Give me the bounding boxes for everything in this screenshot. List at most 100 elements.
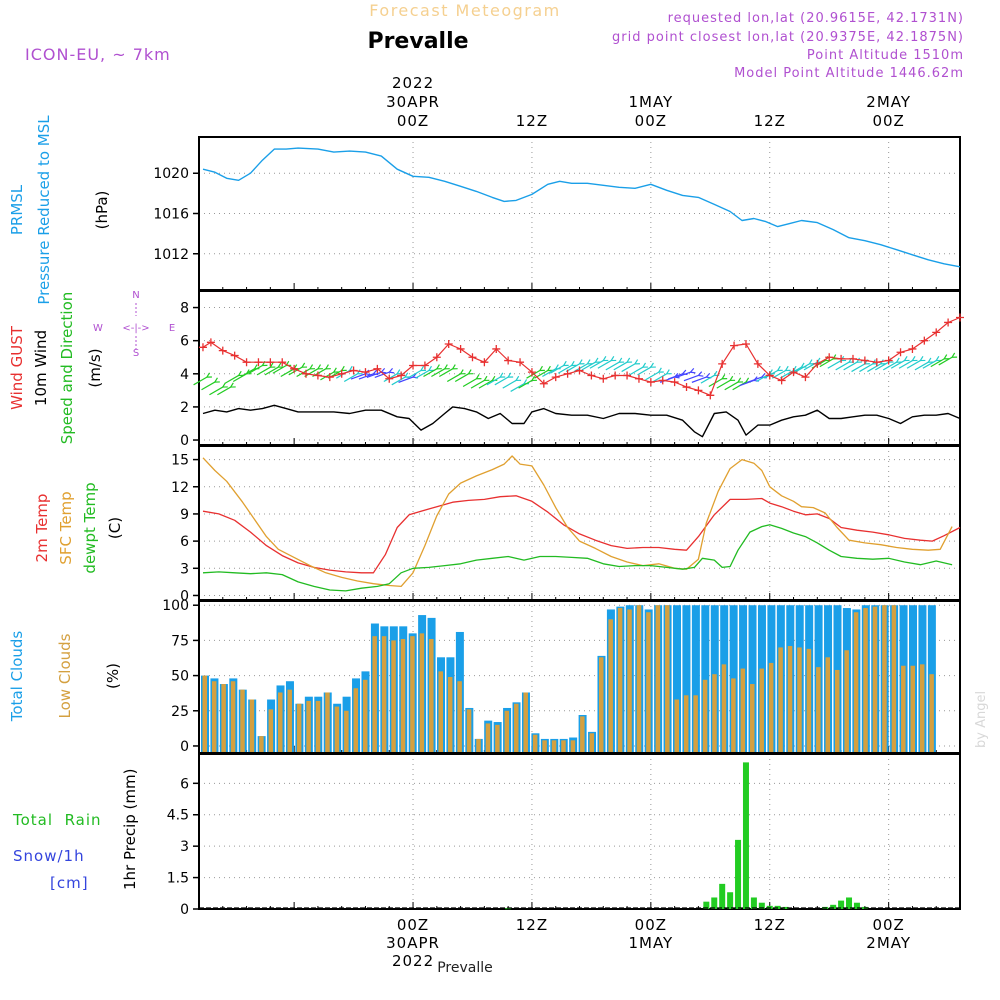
wind-arrow-head: [285, 360, 292, 367]
temp-titles: 2m Temp SFC Temp dewpt Temp (C): [33, 482, 124, 573]
wind-arrow: [930, 358, 945, 368]
panel-title: (C): [106, 517, 124, 539]
cloud-low-bar: [410, 636, 415, 754]
cloud-low-bar: [514, 703, 519, 754]
wind-arrow-head: [277, 362, 284, 368]
bottom-time-label: 2MAY: [866, 934, 911, 952]
wind-gust-marker: [813, 359, 822, 368]
bottom-time-label: 00Z: [397, 916, 429, 934]
temperature-panel: 0 3 6 9 12 15: [171, 445, 961, 604]
wind-arrow-head: [546, 365, 553, 372]
y-tick-label: 3: [180, 839, 189, 855]
wind-arrow-head: [950, 352, 958, 358]
y-tick-label: 1.5: [167, 871, 189, 887]
wind-gust-marker: [646, 378, 655, 387]
bottom-time-label: 12Z: [754, 916, 786, 934]
wind-gust-marker: [837, 354, 846, 363]
cloud-low-bar: [362, 679, 368, 754]
wind-arrow: [691, 376, 707, 383]
cloud-low-bar: [731, 678, 736, 754]
cloud-low-bar: [721, 664, 727, 754]
cloud-low-bar: [542, 740, 547, 754]
wind-arrow: [502, 379, 517, 389]
cloud-low-bar: [665, 605, 670, 754]
product-title: Forecast Meteogram: [369, 1, 560, 20]
cloud-low-bar: [740, 668, 746, 754]
wind-arrow: [423, 368, 438, 378]
wind-arrow: [391, 376, 406, 386]
cloud-low-bar: [589, 733, 595, 754]
cloud-low-bar: [230, 681, 236, 754]
wind-gust-marker: [860, 356, 869, 365]
wind-panel: 0 2 4 6 8: [180, 290, 964, 449]
y-tick-label: 0: [180, 433, 189, 449]
point-altitude: Point Altitude 1510m: [807, 48, 964, 63]
wind-arrow-head: [570, 360, 577, 367]
wind-gust-marker: [563, 369, 572, 378]
wind-arrow: [526, 369, 541, 379]
wind-arrow: [859, 363, 874, 373]
precip-bar: [853, 902, 860, 909]
wind-arrow: [350, 373, 366, 380]
cloud-low-bar: [655, 605, 661, 754]
compass-west: W: [93, 323, 103, 334]
temp-sfc-line: [202, 455, 953, 588]
wind-gust-marker: [682, 383, 691, 392]
cloud-low-bar: [608, 619, 613, 754]
wind-gust-marker: [920, 336, 929, 345]
wind-arrow-head: [507, 372, 514, 378]
cloud-low-bar: [768, 662, 774, 754]
wind-gust-marker: [944, 318, 953, 327]
wind-compass: N S W E <-|->: [93, 290, 175, 359]
wind-speed-line: [202, 404, 961, 438]
top-time-label: 30APR: [386, 93, 440, 111]
y-tick-label: 2: [180, 400, 189, 416]
wind-arrow-head: [467, 369, 474, 375]
wind-arrow-head: [300, 362, 308, 368]
wind-arrow: [589, 360, 604, 369]
wind-arrow: [358, 373, 374, 380]
cloud-low-bar: [712, 674, 717, 754]
wind-arrow: [415, 369, 430, 379]
cloud-low-bar: [381, 636, 387, 754]
wind-arrow-head: [784, 365, 791, 372]
cloud-low-bar: [287, 689, 292, 754]
cloud-low-bar: [447, 677, 453, 754]
y-tick-label: 12: [171, 480, 189, 496]
precip-bar: [742, 762, 749, 909]
wind-gust-marker: [706, 391, 715, 400]
cloud-low-bar: [816, 667, 821, 754]
top-time-label: 00Z: [872, 112, 904, 130]
cloud-low-bar: [636, 605, 642, 754]
y-tick-label: 0: [180, 739, 189, 755]
wind-gust-marker: [956, 313, 964, 322]
wind-arrow-head: [388, 367, 395, 374]
wind-arrow-head: [324, 364, 331, 370]
wind-arrow: [224, 374, 239, 384]
panel-title: SFC Temp: [57, 491, 75, 564]
cloud-low-bar: [778, 647, 783, 754]
compass-south: S: [133, 348, 139, 359]
wind-arrow-head: [919, 355, 926, 362]
wind-arrow: [248, 364, 263, 374]
cloud-low-bar: [844, 650, 849, 754]
precip-bar: [703, 901, 710, 909]
cloud-low-bar: [551, 740, 557, 754]
wind-arrow-head: [530, 375, 537, 382]
wind-arrow: [209, 386, 224, 396]
cloud-low-bar: [249, 699, 255, 754]
y-tick-label: 3: [180, 561, 189, 577]
precip-bar: [782, 906, 789, 909]
y-tick-label: 15: [171, 453, 189, 469]
wind-arrow-head: [602, 355, 609, 362]
wind-gust-line: [202, 316, 961, 396]
compass-north: N: [132, 290, 139, 301]
precip-bar: [750, 897, 757, 909]
wind-arrow: [851, 363, 866, 373]
wind-arrow-head: [538, 365, 545, 372]
cloud-low-bar: [882, 605, 887, 754]
cloud-low-bar: [787, 646, 793, 754]
cloud-low-bar: [400, 639, 406, 754]
cloud-low-bar: [834, 669, 840, 754]
